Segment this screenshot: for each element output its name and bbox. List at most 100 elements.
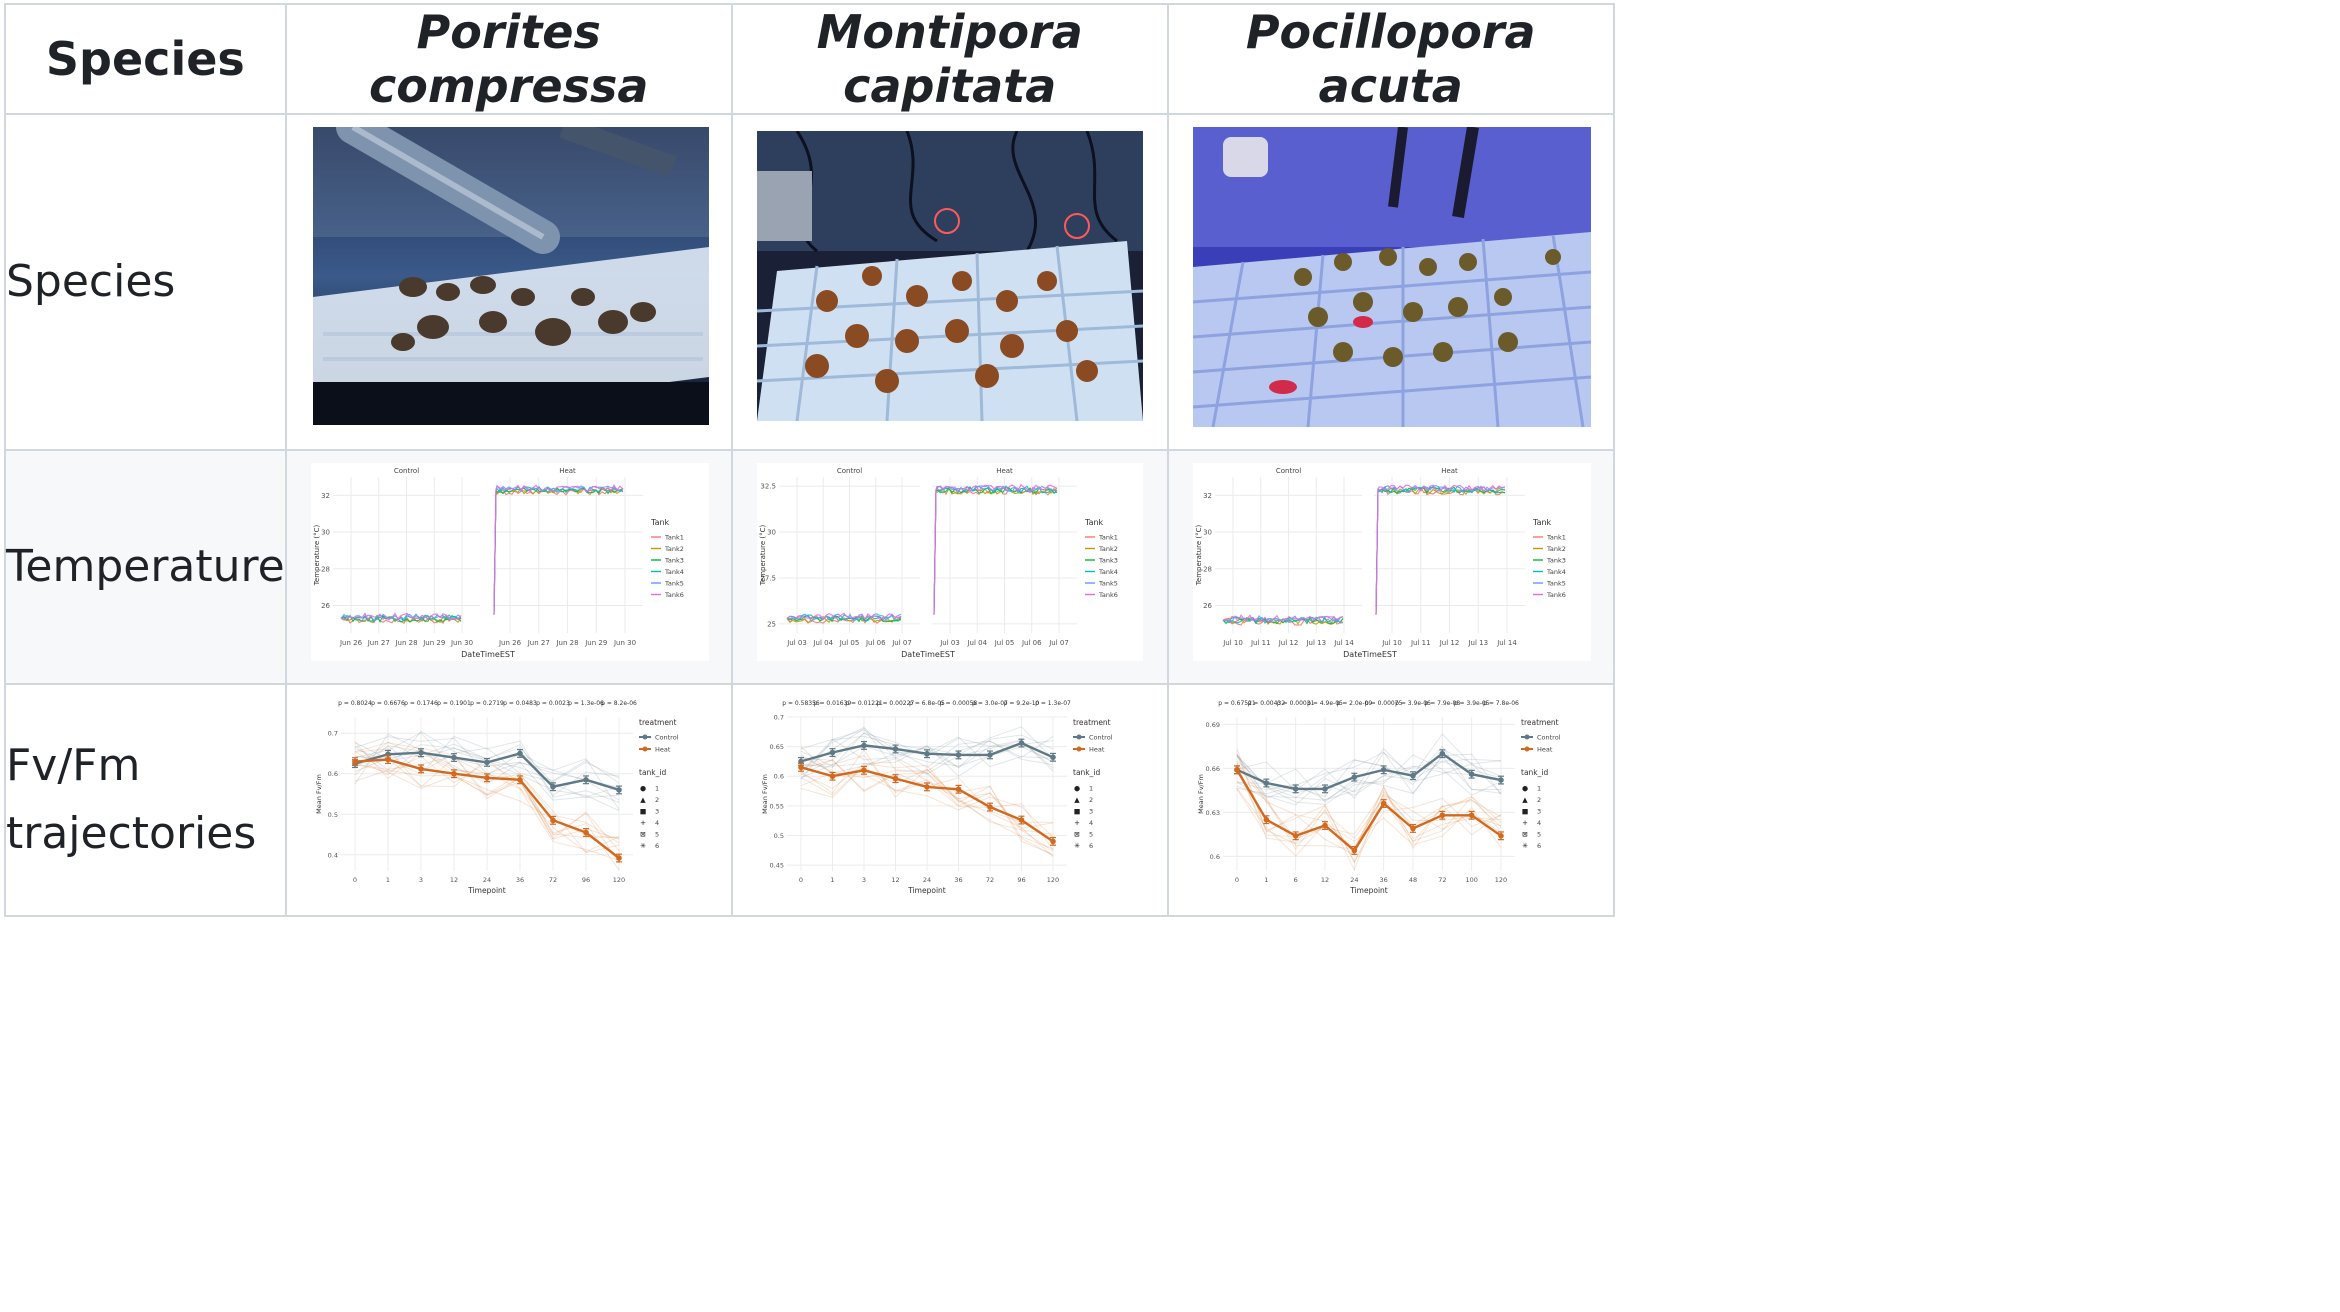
- fvfm-plot: 0.45 0.5 0.55 0.6 0.65 0.7 0 p = 0.58356 1 p = 0.…: [761, 700, 1071, 895]
- tank-legend: Tank Tank1 Tank2 Tank3 Tank4 Tank5 Tank6: [1532, 518, 1566, 599]
- p-value-label: p = 0.00075: [1365, 700, 1403, 707]
- tank-series-line: [1375, 486, 1505, 615]
- facet-label: Control: [1276, 467, 1301, 475]
- pocillopora-acuta-photo: [1192, 127, 1591, 427]
- x-tick-label: 96: [1017, 876, 1025, 884]
- legend-item: 5: [655, 831, 659, 839]
- legend-item: Tank1: [664, 534, 684, 542]
- header-porites-compressa: Porites compressa: [284, 3, 733, 115]
- legend-swatch-point: [1524, 746, 1530, 752]
- individual-trajectory: [354, 755, 620, 871]
- x-tick-label: Jul 11: [1410, 639, 1431, 647]
- legend-shape-glyph: ■: [639, 808, 646, 816]
- fvfm-row: Fv/Fm trajectories 0.4 0.5 0.6 0.7 0 p = 0.802…: [4, 683, 1615, 917]
- legend-item: Tank3: [1546, 557, 1566, 565]
- p-value-label: p = 3.0e-07: [972, 700, 1008, 707]
- legend-item: Tank4: [664, 568, 684, 576]
- legend-item: Control: [1089, 734, 1113, 742]
- mean-point: [1351, 847, 1357, 854]
- individual-trajectory: [1236, 754, 1501, 806]
- legend-item: Tank1: [1546, 534, 1566, 542]
- x-tick-label: Jul 14: [1333, 639, 1354, 647]
- x-tick-label: Jul 12: [1277, 639, 1298, 647]
- y-axis-title: Mean Fv/Fm: [1197, 774, 1205, 814]
- x-tick-label: 96: [582, 876, 590, 884]
- x-tick-label: 0: [799, 876, 803, 884]
- individual-trajectory: [1236, 762, 1502, 850]
- y-tick-label: 0.5: [773, 832, 783, 840]
- legend-item: 1: [1089, 785, 1093, 793]
- tank-legend: Tank Tank1 Tank2 Tank3 Tank4 Tank5 Tank6: [650, 518, 684, 599]
- legend-item: 4: [655, 819, 659, 827]
- y-tick-label: 0.66: [1205, 765, 1219, 773]
- y-tick-label: 26: [321, 602, 330, 610]
- mean-point: [483, 759, 490, 766]
- legend-shape-glyph: ⊠: [640, 831, 646, 839]
- p-value-label: p = 0.0483: [503, 700, 537, 707]
- tank-series-line: [933, 487, 1058, 615]
- p-value-label: p = 0.00031: [1277, 700, 1315, 707]
- individual-trajectory: [800, 746, 1053, 774]
- legend-item: Tank2: [1098, 545, 1118, 553]
- p-value-label: p = 0.0023: [536, 700, 570, 707]
- legend-item: 6: [655, 842, 659, 850]
- temperature-plot: Jul 03 Jul 04 Jul 05 Jul 06 Jul 07 Control Jul…: [759, 467, 1077, 659]
- x-tick-label: 24: [1350, 876, 1358, 884]
- legend-title-treatment: treatment: [1521, 718, 1559, 727]
- x-tick-label: Jun 29: [584, 639, 607, 647]
- individual-trajectory: [800, 765, 1054, 851]
- tank-series-line: [933, 485, 1057, 615]
- x-tick-label: Jul 06: [865, 639, 886, 647]
- legend-item: 6: [1089, 842, 1093, 850]
- y-tick-label: 26: [1203, 602, 1212, 610]
- legend-item: Control: [655, 734, 679, 742]
- individual-trajectory: [1236, 769, 1501, 864]
- mean-point: [955, 786, 962, 793]
- x-tick-label: Jun 28: [555, 639, 578, 647]
- legend-shape-glyph: +: [1522, 819, 1528, 827]
- mean-point: [1233, 767, 1240, 773]
- legend-title-tank: tank_id: [1521, 768, 1548, 777]
- mean-point: [1018, 740, 1025, 746]
- p-value-label: p = 0.00432: [1247, 700, 1285, 707]
- mean-line-control: [1236, 752, 1501, 791]
- x-tick-label: 36: [1379, 876, 1387, 884]
- legend-swatch-point: [642, 746, 648, 752]
- individual-trajectory: [1236, 751, 1502, 795]
- p-value-label: p = 7.8e-06: [1483, 700, 1519, 707]
- x-axis-title: DateTimeEST: [1343, 650, 1397, 659]
- mean-point: [955, 752, 962, 758]
- legend-shape-glyph: ▲: [1074, 796, 1080, 804]
- individual-trajectory: [800, 755, 1053, 835]
- tank-series-line: [493, 486, 624, 615]
- mean-point: [417, 766, 424, 772]
- y-tick-label: 27.5: [760, 574, 776, 582]
- row-label-species: Species: [4, 113, 287, 451]
- legend-item: 1: [655, 785, 659, 793]
- temperature-cell-pocillopora: Jul 10 Jul 11 Jul 12 Jul 13 Jul 14 Control Jul…: [1166, 449, 1615, 685]
- mean-point: [797, 764, 804, 771]
- tank-legend: Tank Tank1 Tank2 Tank3 Tank4 Tank5 Tank6: [1084, 518, 1118, 599]
- mean-line-heat: [1235, 769, 1502, 853]
- y-tick-label: 0.6: [1209, 853, 1219, 861]
- x-tick-label: 1: [386, 876, 390, 884]
- legend-item: Control: [1537, 734, 1561, 742]
- legend-swatch-point: [1076, 746, 1082, 752]
- individual-trajectory: [1236, 755, 1501, 799]
- p-value-label: p = 0.2719: [470, 700, 504, 707]
- tank-series-line: [933, 483, 1057, 615]
- x-tick-label: Jul 12: [1438, 639, 1459, 647]
- facet-label: Heat: [1441, 467, 1458, 475]
- legend-shape-glyph: ●: [1074, 785, 1080, 793]
- mean-point: [582, 829, 589, 836]
- legend-item: 3: [655, 808, 659, 816]
- individual-trajectory: [354, 741, 619, 861]
- y-tick-label: 32: [1203, 492, 1212, 500]
- row-label-fvfm: Fv/Fm trajectories: [4, 683, 287, 917]
- x-tick-label: Jun 30: [450, 639, 473, 647]
- header-species: Species: [4, 3, 287, 115]
- p-value-label: p = 0.1901: [437, 700, 471, 707]
- p-value-label: p = 9.2e-10: [1003, 700, 1039, 707]
- mean-point: [1439, 750, 1445, 757]
- mean-point: [829, 749, 836, 756]
